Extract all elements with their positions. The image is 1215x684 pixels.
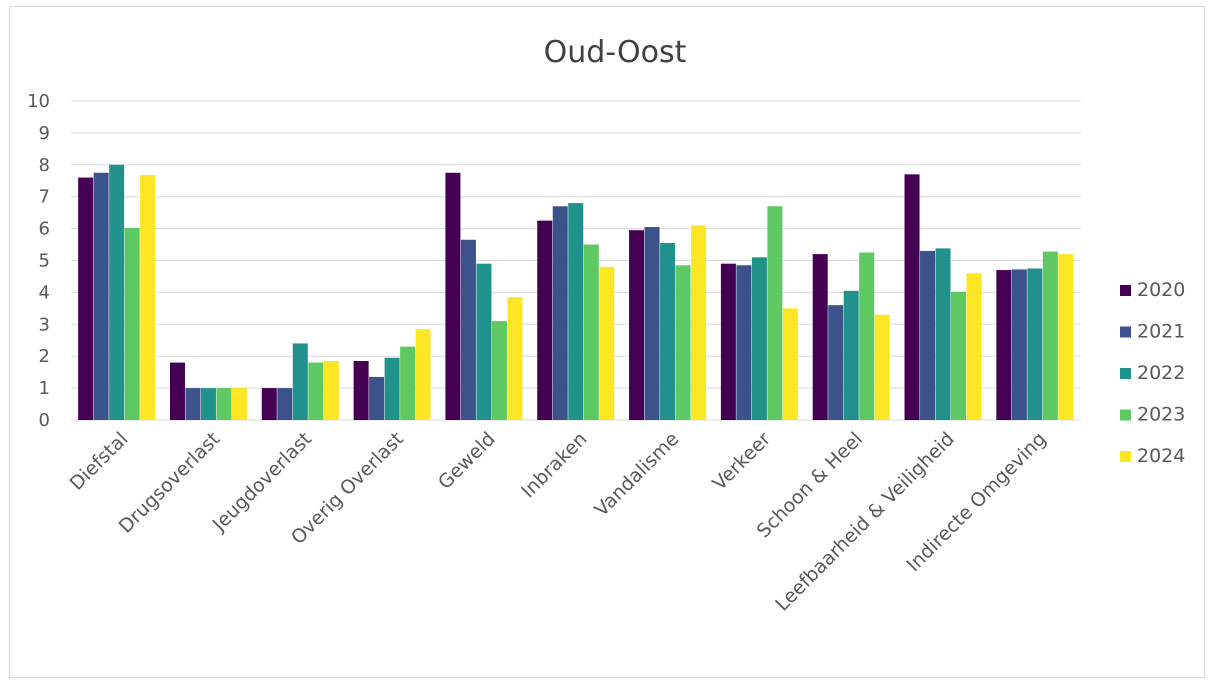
x-category-label: Geweld [434,428,500,494]
bar-2022-10 [1027,268,1043,420]
legend-swatch-2020 [1120,285,1131,296]
bar-2021-6 [644,227,660,420]
bar-2020-0 [78,177,94,420]
legend-swatch-2021 [1120,326,1131,338]
bar-2024-8 [874,314,890,420]
y-tick-label: 3 [39,314,50,335]
legend-label-2023: 2023 [1137,404,1185,426]
y-tick-label: 7 [39,187,50,208]
bar-2020-9 [904,174,920,420]
bar-2024-3 [415,329,431,420]
y-tick-label: 10 [27,91,50,112]
y-tick-label: 8 [39,155,50,176]
bar-2020-4 [445,172,461,420]
bar-2021-3 [369,376,385,420]
y-tick-label: 2 [39,346,50,367]
y-tick-label: 1 [39,378,50,399]
bar-2023-10 [1042,251,1058,420]
x-category-label: Diefstal [66,428,133,495]
bar-2021-1 [185,388,201,420]
bar-2022-5 [568,203,584,420]
bar-2023-7 [767,206,783,420]
bars [78,164,1074,420]
chart-area: Oud-Oost 0 1 2 3 4 5 6 7 8 9 10 Diefstal Drugsoverl… [9,6,1205,678]
bar-2024-5 [599,266,615,420]
bar-2024-6 [691,225,707,420]
bar-2023-3 [400,346,416,420]
bar-2021-10 [1011,269,1027,420]
bar-2023-2 [308,362,324,420]
legend-label-2024: 2024 [1137,445,1185,467]
bar-2023-8 [859,252,875,420]
bar-2023-4 [491,321,507,420]
y-axis-ticks: 0 1 2 3 4 5 6 7 8 9 10 [27,91,50,431]
bar-2020-6 [629,230,645,420]
bar-2020-1 [169,362,185,420]
legend: 2020 2021 2022 2023 2024 [1120,279,1185,467]
legend-label-2022: 2022 [1137,362,1185,384]
bar-2023-1 [216,388,232,420]
bar-2024-2 [323,360,339,420]
y-tick-label: 0 [39,410,50,431]
y-tick-label: 5 [39,251,50,272]
bar-2023-6 [675,265,691,420]
y-tick-label: 4 [39,282,50,303]
bar-2024-10 [1058,254,1074,420]
bar-2024-4 [507,297,523,420]
bar-2021-7 [736,265,752,420]
bar-2021-4 [460,239,476,420]
legend-label-2021: 2021 [1137,321,1185,343]
x-category-label: Vandalisme [590,428,683,521]
bar-2022-8 [843,290,859,420]
x-category-label: Inbraken [517,428,591,502]
legend-swatch-2023 [1120,409,1131,421]
legend-swatch-2024 [1120,451,1131,462]
bar-2024-7 [782,308,798,420]
x-category-label: Leefbaarheid & Veiligheid [771,428,959,616]
bar-2022-0 [109,164,125,420]
legend-label-2020: 2020 [1137,279,1185,301]
bar-2022-2 [292,343,308,420]
bar-2021-2 [277,388,293,420]
bar-2021-9 [920,250,936,420]
bar-2020-3 [353,360,369,420]
bar-2022-4 [476,263,492,420]
bar-2024-9 [966,273,982,420]
bar-2021-0 [93,172,109,420]
bar-2021-8 [828,305,844,420]
x-axis-labels: DiefstalDrugsoverlastJeugdoverlastOverig… [66,428,1051,616]
bar-2023-0 [124,227,140,420]
bar-2023-9 [951,291,967,420]
bar-chart: Oud-Oost 0 1 2 3 4 5 6 7 8 9 10 DiefstalDrugsoverl… [27,35,1185,616]
y-tick-label: 9 [39,123,50,144]
bar-2020-10 [996,270,1012,420]
bar-2022-1 [200,388,216,420]
bar-2020-7 [720,263,736,420]
bar-2022-3 [384,357,400,420]
bar-2024-0 [140,175,156,420]
bar-2021-5 [552,206,568,420]
chart-title: Oud-Oost [544,35,687,70]
bar-2023-5 [583,244,599,420]
y-tick-label: 6 [39,219,50,240]
bar-2022-6 [660,242,676,420]
bar-2022-7 [751,257,767,420]
bar-2020-2 [261,388,277,420]
legend-swatch-2022 [1120,368,1131,379]
x-category-label: Verkeer [708,428,775,495]
bar-2022-9 [935,248,951,420]
bar-2020-5 [537,220,553,420]
bar-2024-1 [231,388,247,420]
bar-2020-8 [812,254,828,420]
